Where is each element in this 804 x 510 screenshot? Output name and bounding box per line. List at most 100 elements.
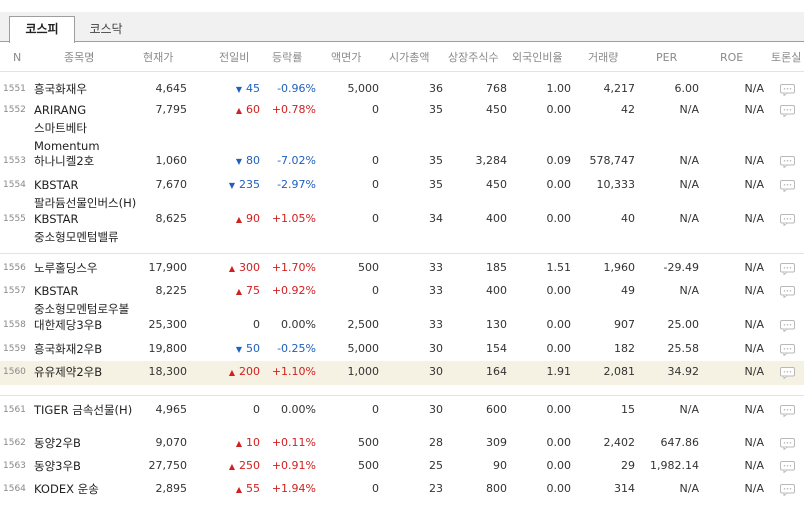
stock-name-link[interactable]: ARIRANG 스마트베타 Momentum bbox=[34, 103, 100, 153]
listed-shares: 600 bbox=[486, 403, 507, 416]
market-cap: 30 bbox=[429, 403, 443, 416]
per: N/A bbox=[679, 178, 699, 191]
volume: 182 bbox=[614, 342, 635, 355]
row-number: 1562 bbox=[3, 438, 26, 448]
row-number: 1563 bbox=[3, 461, 26, 471]
row-number: 1558 bbox=[3, 320, 26, 330]
volume: 40 bbox=[621, 212, 635, 225]
listed-shares: 400 bbox=[486, 284, 507, 297]
change-rate: -7.02% bbox=[277, 154, 316, 167]
discussion-icon[interactable] bbox=[780, 177, 795, 193]
row-number: 1555 bbox=[3, 214, 26, 224]
par-value: 1,000 bbox=[347, 365, 380, 378]
stock-name-link[interactable]: KODEX 운송 bbox=[34, 482, 99, 496]
stock-name-link[interactable]: KBSTAR 팔라듐선물인버스(H) bbox=[34, 178, 137, 210]
current-price: 19,800 bbox=[148, 342, 188, 355]
table-row: 1562 동양2우B 9,070 500 28 309 0.00 2,402 647.86 N/A… bbox=[0, 432, 804, 455]
discussion-icon[interactable] bbox=[780, 317, 795, 333]
stock-name-link[interactable]: 흥국화재2우B bbox=[34, 342, 103, 356]
listed-shares: 450 bbox=[486, 103, 507, 116]
row-number: 1560 bbox=[3, 367, 26, 377]
par-value: 0 bbox=[372, 212, 379, 225]
discussion-icon[interactable] bbox=[780, 81, 795, 97]
price-change: ▼ 235 bbox=[229, 176, 260, 195]
foreign-ratio: 0.00 bbox=[546, 212, 572, 225]
volume: 2,402 bbox=[603, 436, 636, 449]
listed-shares: 450 bbox=[486, 178, 507, 191]
market-cap: 33 bbox=[429, 284, 443, 297]
stock-name-link[interactable]: 동양3우B bbox=[34, 459, 81, 473]
par-value: 500 bbox=[358, 436, 379, 449]
price-change-value: 50 bbox=[246, 342, 260, 355]
roe: N/A bbox=[744, 342, 764, 355]
price-change-value: 80 bbox=[246, 154, 260, 167]
roe: N/A bbox=[744, 284, 764, 297]
header-col-rate: 등락률 bbox=[272, 51, 303, 64]
header-col-volume: 거래량 bbox=[588, 51, 619, 64]
stock-name-link[interactable]: 흥국화재우 bbox=[34, 82, 87, 96]
listed-shares: 164 bbox=[486, 365, 507, 378]
row-number: 1561 bbox=[3, 405, 26, 415]
discussion-icon[interactable] bbox=[780, 260, 795, 276]
roe: N/A bbox=[744, 154, 764, 167]
listed-shares: 154 bbox=[486, 342, 507, 355]
listed-shares: 309 bbox=[486, 436, 507, 449]
discussion-icon[interactable] bbox=[780, 435, 795, 451]
table-row: 1563 동양3우B 27,750 500 25 90 0.00 29 1,982.14 N/A ▲… bbox=[0, 455, 804, 478]
roe: N/A bbox=[744, 178, 764, 191]
market-cap: 30 bbox=[429, 342, 443, 355]
current-price: 27,750 bbox=[148, 459, 188, 472]
discussion-icon[interactable] bbox=[780, 402, 795, 418]
discussion-icon[interactable] bbox=[780, 283, 795, 299]
arrow-up-icon: ▲ bbox=[235, 287, 242, 296]
stock-name-link[interactable]: 노루홀딩스우 bbox=[34, 261, 98, 275]
stock-name-link[interactable]: TIGER 금속선물(H) bbox=[34, 403, 133, 417]
table-row: 1559 흥국화재2우B 19,800 5,000 30 154 0.00 182 25.58 N… bbox=[0, 338, 804, 361]
change-rate: +1.10% bbox=[271, 365, 316, 378]
per: -29.49 bbox=[663, 261, 699, 274]
market-tab-bar bbox=[0, 12, 804, 41]
per: 25.58 bbox=[667, 342, 700, 355]
roe: N/A bbox=[744, 459, 764, 472]
volume: 4,217 bbox=[603, 82, 636, 95]
header-col-name: 종목명 bbox=[64, 51, 95, 64]
stock-name-link[interactable]: 동양2우B bbox=[34, 436, 81, 450]
stock-name-link[interactable]: KBSTAR 중소형모멘텀밸류 bbox=[34, 212, 119, 244]
price-change: ▲ 90 bbox=[236, 210, 260, 229]
market-cap: 36 bbox=[429, 82, 443, 95]
foreign-ratio: 1.00 bbox=[546, 82, 572, 95]
discussion-icon[interactable] bbox=[780, 211, 795, 227]
market-cap: 35 bbox=[429, 154, 443, 167]
market-cap: 35 bbox=[429, 178, 443, 191]
volume: 2,081 bbox=[603, 365, 636, 378]
discussion-icon[interactable] bbox=[780, 364, 795, 380]
header-col-no: N bbox=[13, 51, 22, 64]
price-change-value: 200 bbox=[239, 365, 260, 378]
listed-shares: 90 bbox=[493, 459, 507, 472]
header-col-cap: 시가총액 bbox=[389, 51, 430, 64]
stock-name-link[interactable]: KBSTAR 중소형모멘텀로우볼 bbox=[34, 284, 130, 316]
stock-name-link[interactable]: 하나니켈2호 bbox=[34, 154, 95, 168]
stock-name-link[interactable]: 대한제당3우B bbox=[34, 318, 103, 332]
foreign-ratio: 0.00 bbox=[546, 178, 572, 191]
price-change: ▲ 75 bbox=[236, 282, 260, 301]
table-row: 1564 KODEX 운송 2,895 0 23 800 0.00 314 N/A N/A ▲ 55 +… bbox=[0, 478, 804, 501]
price-change: ▲ 55 bbox=[236, 480, 260, 499]
discussion-icon[interactable] bbox=[780, 481, 795, 497]
tab-kospi[interactable]: 코스피 bbox=[9, 16, 75, 43]
price-change: ▲ 60 bbox=[236, 101, 260, 120]
change-rate: -0.25% bbox=[277, 342, 316, 355]
listed-shares: 768 bbox=[486, 82, 507, 95]
discussion-icon[interactable] bbox=[780, 153, 795, 169]
stock-name-link[interactable]: 유유제약2우B bbox=[34, 365, 103, 379]
tab-kosdaq[interactable]: 코스닥 bbox=[89, 22, 123, 36]
discussion-icon[interactable] bbox=[780, 341, 795, 357]
par-value: 0 bbox=[372, 482, 379, 495]
foreign-ratio: 0.00 bbox=[546, 318, 572, 331]
discussion-icon[interactable] bbox=[780, 102, 795, 118]
current-price: 2,895 bbox=[155, 482, 188, 495]
header-col-price: 현재가 bbox=[143, 51, 174, 64]
header-col-roe: ROE bbox=[720, 51, 744, 64]
price-change: ▼ 50 bbox=[236, 340, 260, 359]
discussion-icon[interactable] bbox=[780, 458, 795, 474]
